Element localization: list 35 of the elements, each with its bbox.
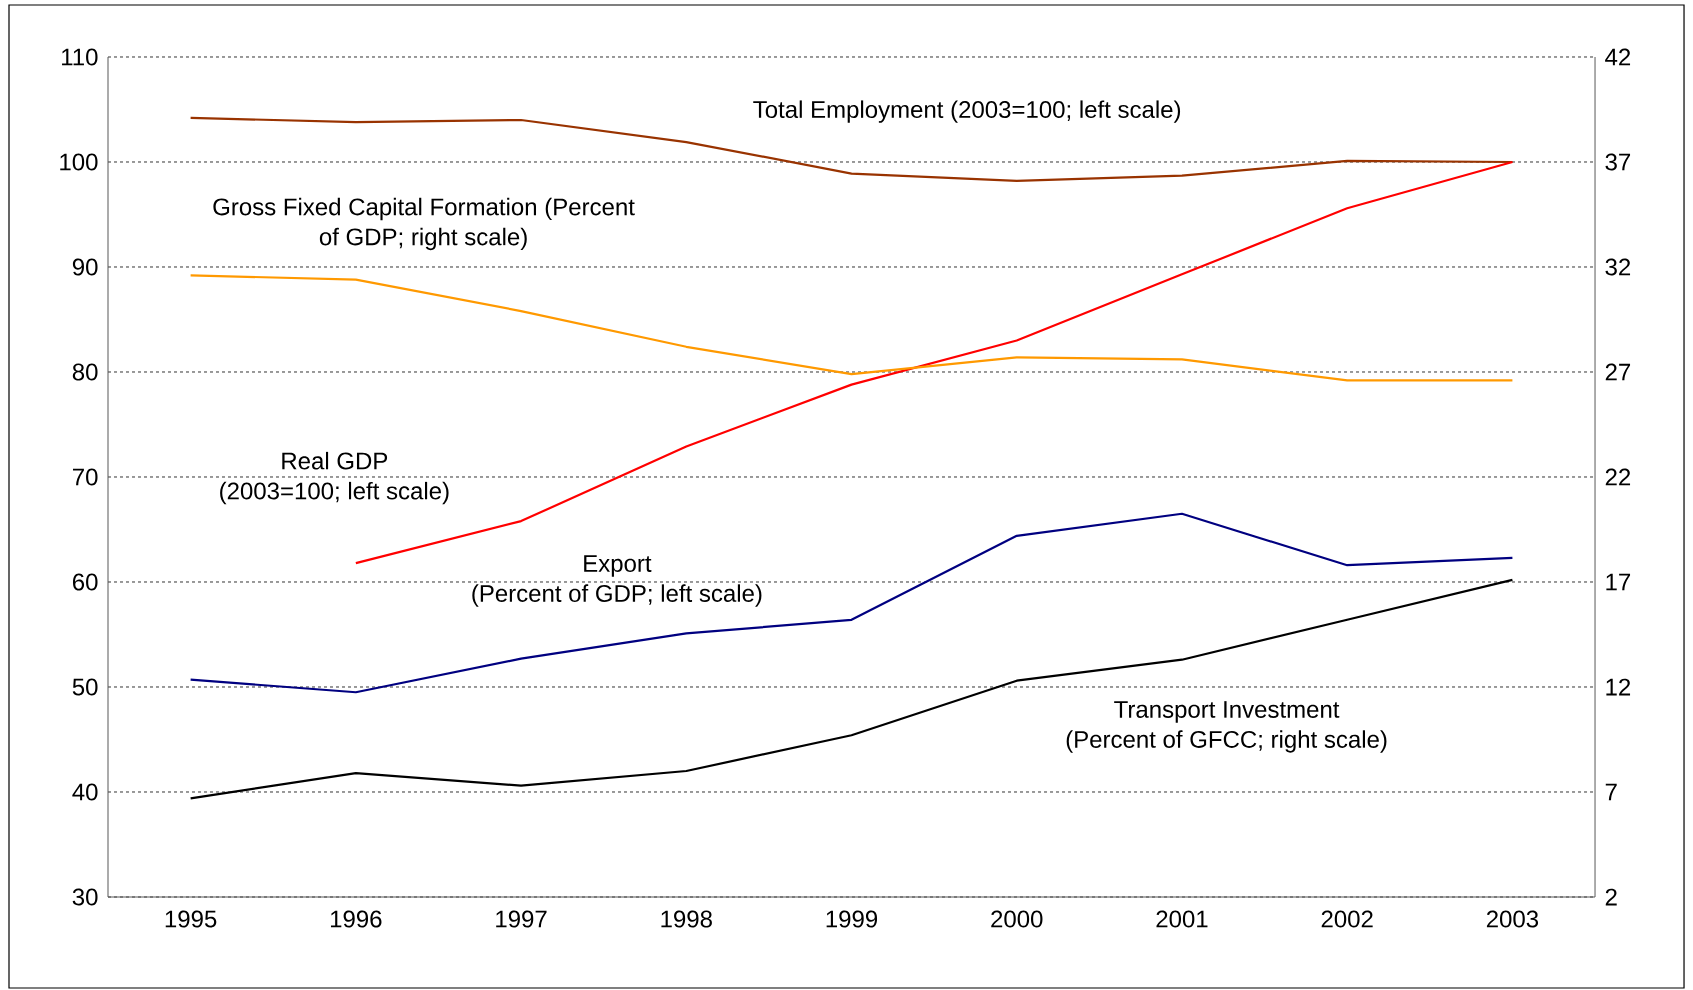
- y2-tick-label: 12: [1606, 678, 1631, 696]
- series-label: Total Employment (2003=100; left scale): [753, 100, 1181, 123]
- series-label: Export (Percent of GDP; left scale): [472, 555, 762, 607]
- y2-tick-label: 37: [1605, 153, 1631, 171]
- y-tick-label: 40: [72, 783, 98, 801]
- y2-tick-label: 7: [1605, 783, 1617, 801]
- series-label: Real GDP (2003=100; left scale): [220, 451, 449, 505]
- y2-tick-label: 42: [1605, 48, 1631, 66]
- y2-tick-label: 2: [1605, 888, 1617, 906]
- series-label: Transport Investment (Percent of GFCC; right scale): [1066, 701, 1387, 753]
- x-tick-label: 2001: [1156, 910, 1208, 928]
- x-tick-label: 2000: [991, 910, 1043, 928]
- x-tick-label: 1995: [165, 910, 217, 928]
- series-label: Gross Fixed Capital Formation (Percent of GDP; right scale): [213, 197, 635, 251]
- y-tick-label: 90: [72, 258, 98, 276]
- y2-tick-label: 17: [1606, 573, 1631, 591]
- y-tick-label: 50: [72, 678, 98, 696]
- y-tick-label: 110: [62, 48, 98, 66]
- y-tick-label: 80: [72, 363, 98, 381]
- y2-tick-label: 22: [1605, 468, 1631, 486]
- y-tick-label: 60: [73, 573, 98, 591]
- x-tick-label: 2002: [1321, 910, 1373, 928]
- x-tick-label: 1996: [330, 910, 382, 928]
- y-tick-label: 30: [72, 888, 98, 906]
- x-tick-label: 1998: [661, 910, 712, 928]
- x-tick-label: 1997: [496, 910, 547, 928]
- y2-tick-label: 32: [1605, 258, 1631, 276]
- line-series: [189, 578, 1514, 800]
- x-tick-label: 1999: [826, 910, 878, 928]
- line-series: [189, 512, 1514, 694]
- y-tick-label: 70: [73, 468, 98, 486]
- y-tick-label: 100: [60, 153, 98, 171]
- line-series: [189, 274, 1514, 382]
- y2-tick-label: 27: [1605, 363, 1631, 381]
- x-tick-label: 2003: [1486, 910, 1539, 928]
